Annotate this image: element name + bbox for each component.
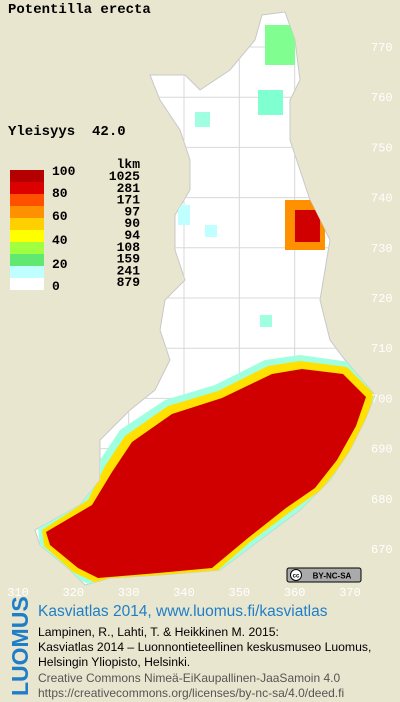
legend-swatch	[10, 242, 44, 254]
legend-swatch	[10, 266, 44, 278]
legend-swatch	[10, 218, 44, 230]
citation-line: Helsingin Yliopisto, Helsinki.	[38, 655, 190, 669]
northing-label: 710	[371, 342, 393, 356]
legend-label: 80	[52, 186, 68, 201]
legend-label: 20	[52, 257, 68, 272]
patch	[205, 225, 217, 237]
license-badge: cc BY-NC-SA	[286, 567, 362, 583]
legend-swatch	[10, 170, 44, 182]
easting-label: 320	[63, 586, 85, 600]
legend-count: 281	[117, 181, 141, 196]
legend-label: 60	[52, 209, 68, 224]
patch	[295, 210, 320, 242]
legend-label: 0	[52, 279, 60, 294]
northing-label: 730	[371, 242, 393, 256]
legend-count: 159	[117, 252, 141, 267]
northing-label: 690	[371, 443, 393, 457]
legend-count: 171	[117, 193, 141, 208]
legend-count: 1025	[109, 169, 140, 184]
legend-swatch	[10, 230, 44, 242]
range-core	[46, 369, 366, 578]
patch	[195, 112, 210, 127]
northing-label: 720	[371, 292, 393, 306]
northing-label: 770	[371, 41, 393, 55]
northing-label: 750	[371, 141, 393, 155]
northing-label: 700	[371, 392, 393, 406]
legend-swatch	[10, 194, 44, 206]
northing-label: 680	[371, 493, 393, 507]
northing-label: 760	[371, 91, 393, 105]
legend-count: 90	[124, 216, 140, 231]
citation-line: Lampinen, R., Lahti, T. & Heikkinen M. 2…	[38, 625, 279, 639]
patch	[258, 90, 283, 115]
svg-text:cc: cc	[293, 574, 300, 580]
easting-label: 340	[173, 586, 195, 600]
patch	[260, 315, 272, 327]
patch	[265, 25, 295, 65]
citation-line: Kasviatlas 2014 – Luonnontieteellinen ke…	[38, 640, 371, 654]
northing-label: 740	[371, 192, 393, 206]
legend-count: 97	[124, 204, 140, 219]
distribution	[38, 25, 375, 585]
license-line: Creative Commons Nimeä-EiKaupallinen-Jaa…	[38, 671, 340, 685]
legend-label: 40	[52, 233, 68, 248]
easting-label: 310	[7, 586, 29, 600]
legend-colors	[10, 170, 44, 290]
legend-swatch	[10, 206, 44, 218]
legend-count: 94	[124, 228, 140, 243]
species-title: Potentilla erecta	[8, 2, 151, 18]
legend-count-header: lkm	[117, 157, 141, 172]
easting-label: 360	[284, 586, 306, 600]
legend-count: 108	[117, 240, 141, 255]
coordinate-labels: 770 760 750 740 730 720 710 700 690 680 670 310 320 3…	[7, 41, 392, 600]
legend-label: 100	[52, 164, 76, 179]
legend-swatch	[10, 278, 44, 290]
legend-count: 241	[117, 263, 141, 278]
frequency: Yleisyys 42.0	[8, 124, 126, 140]
easting-label: 330	[118, 586, 140, 600]
northing-label: 670	[371, 543, 393, 557]
easting-label: 370	[339, 586, 361, 600]
brand: LUOMUS	[7, 596, 33, 696]
legend-swatch	[10, 182, 44, 194]
license-badge-text: BY-NC-SA	[313, 572, 352, 581]
license-line[interactable]: https://creativecommons.org/licenses/by-…	[38, 686, 344, 700]
easting-label: 350	[229, 586, 251, 600]
legend-count: 879	[117, 275, 141, 290]
legend-swatch	[10, 254, 44, 266]
patch	[178, 205, 190, 225]
atlas-link[interactable]: Kasviatlas 2014, www.luomus.fi/kasviatla…	[38, 603, 328, 620]
